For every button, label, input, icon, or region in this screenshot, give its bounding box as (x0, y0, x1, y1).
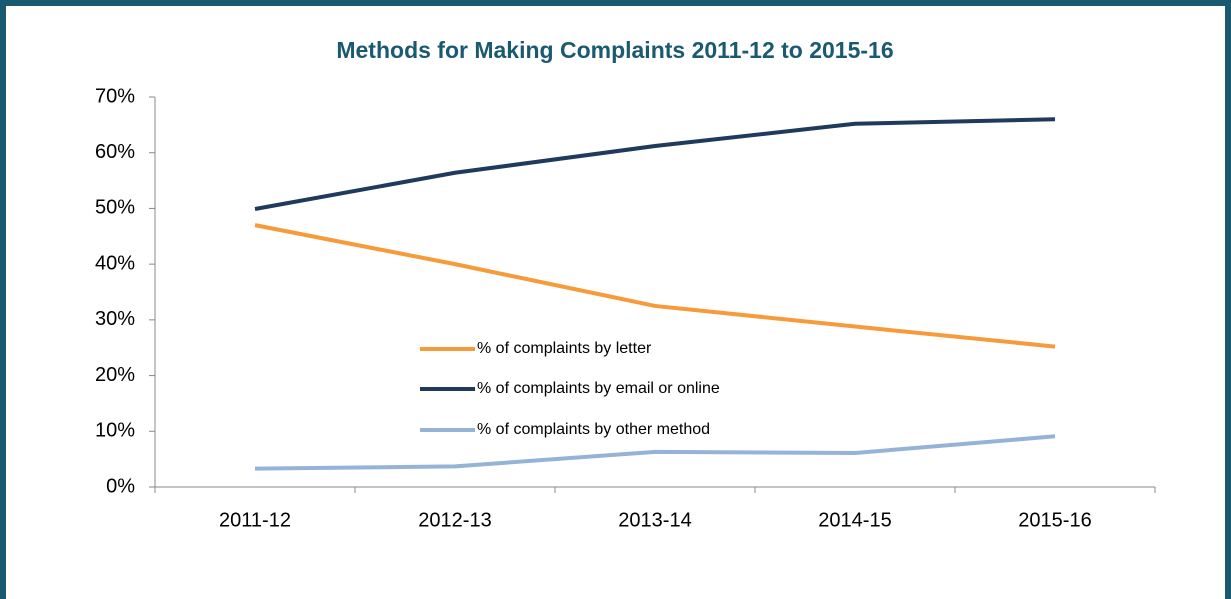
y-tick-label: 20% (95, 364, 135, 386)
y-tick-label: 60% (95, 141, 135, 163)
series-line (254, 223, 1056, 349)
x-tick-label: 2012-13 (418, 509, 491, 531)
x-tick-label: 2011-12 (219, 509, 291, 531)
y-tick-label: 30% (95, 308, 135, 330)
y-tick-label: 10% (95, 420, 135, 442)
x-tick-label: 2015-16 (1018, 509, 1091, 531)
x-tick-label: 2013-14 (618, 509, 691, 531)
chart-title: Methods for Making Complaints 2011-12 to… (336, 37, 893, 63)
y-tick-label: 0% (106, 475, 135, 497)
legend-label: % of complaints by letter (477, 340, 652, 357)
y-tick-label: 40% (95, 252, 135, 274)
legend-label: % of complaints by email or online (477, 380, 720, 397)
y-tick-label: 50% (95, 197, 135, 219)
series-line (254, 434, 1056, 471)
y-tick-label: 70% (95, 85, 135, 107)
x-tick-label: 2014-15 (818, 509, 891, 531)
series-line (254, 117, 1056, 211)
legend-label: % of complaints by other method (477, 421, 710, 438)
